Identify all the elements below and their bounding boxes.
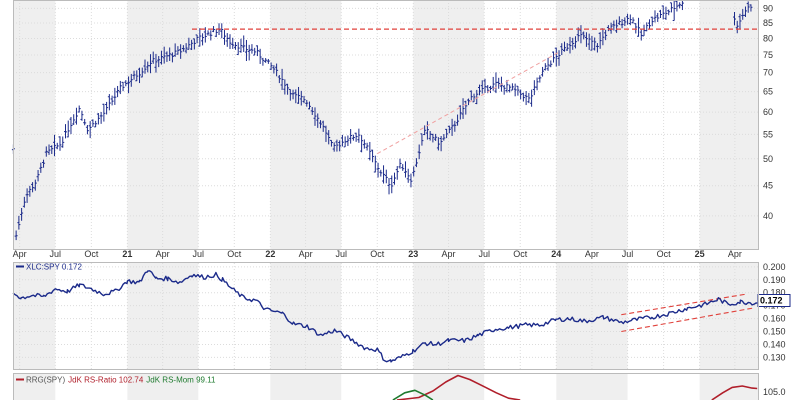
ratio-channel	[621, 293, 753, 333]
shade-band	[13, 373, 56, 400]
price-y-tick-label: 55	[763, 129, 773, 139]
shade-band	[699, 373, 758, 400]
x-tick-label: Jul	[193, 249, 205, 259]
rrg-legend-label: RRG(SPY) JdK RS-Ratio 102.74 JdK RS-Mom 99…	[26, 376, 216, 385]
price-y-tick-label: 85	[763, 18, 773, 28]
x-tick-label: Jul	[50, 249, 62, 259]
ratio-series-line	[12, 270, 758, 363]
rrg-y-tick-label: 105.0	[763, 387, 786, 397]
shade-band	[13, 263, 56, 369]
ratio-panel-border	[13, 262, 759, 370]
ratio-panel: 0.2000.1900.1800.1700.1600.1500.1400.130…	[12, 262, 791, 369]
ratio-y-tick-label: 0.130	[763, 352, 786, 362]
price-y-tick-label: 60	[763, 107, 773, 117]
ratio-line	[12, 270, 758, 363]
channel-upper-line	[621, 293, 747, 316]
price-overlays	[192, 28, 758, 155]
date-x-axis: Apr Jul Oct 21 Apr Jul Oct 22 Apr Jul Oct 23 Apr Jul O…	[13, 249, 742, 259]
rrg-y-axis: 105.0	[763, 387, 786, 397]
x-tick-label: Apr	[13, 249, 27, 259]
rrg-panel: 105.0 RRG(SPY) JdK RS-Ratio 102.74 JdK RS-…	[13, 373, 786, 400]
price-y-tick-label: 70	[763, 68, 773, 78]
x-tick-label: Apr	[299, 249, 313, 259]
rrg-series-line	[711, 385, 758, 400]
ratio-y-tick-label: 0.180	[763, 288, 786, 298]
price-panel-border	[13, 0, 759, 250]
x-tick-label: Apr	[442, 249, 456, 259]
x-tick-label: 23	[408, 249, 418, 259]
rrg-series-line	[396, 374, 521, 400]
x-tick-label: Apr	[585, 249, 599, 259]
ratio-y-tick-label: 0.190	[763, 275, 786, 285]
rrg-series-line	[392, 389, 434, 400]
x-tick-label: Oct	[513, 249, 528, 259]
shade-band	[556, 373, 628, 400]
shade-band	[13, 0, 56, 250]
x-tick-label: Oct	[657, 249, 672, 259]
ratio-y-tick-label: 0.160	[763, 314, 786, 324]
ratio-y-tick-label: 0.140	[763, 339, 786, 349]
x-tick-label: Jul	[478, 249, 490, 259]
rrg-legend: RRG(SPY) JdK RS-Ratio 102.74 JdK RS-Mom 99…	[16, 376, 216, 385]
x-tick-label: 25	[695, 249, 705, 259]
shade-band	[127, 373, 199, 400]
channel-lower-line	[621, 307, 753, 333]
rrg-legend-prefix: RRG(SPY)	[26, 376, 65, 385]
price-y-tick-label: 80	[763, 34, 773, 44]
rrg-legend-momentum: JdK RS-Mom 99.11	[146, 376, 216, 385]
x-tick-label: Jul	[335, 249, 347, 259]
shade-band	[270, 0, 342, 250]
x-tick-label: Oct	[84, 249, 99, 259]
price-y-tick-label: 65	[763, 87, 773, 97]
rrg-panel-border	[13, 373, 759, 400]
x-tick-label: 22	[265, 249, 275, 259]
x-tick-label: Oct	[370, 249, 385, 259]
ratio-legend-label: XLC:SPY 0.172	[26, 263, 82, 272]
price-y-axis: 40 45 50 55 60 65 70 75 80 85 90	[763, 3, 773, 220]
last-value-label: 0.172	[760, 296, 783, 306]
ratio-gridlines	[13, 263, 758, 369]
x-tick-label: Apr	[156, 249, 170, 259]
price-panel: 40 45 50 55 60 65 70 75 80 85 90 Apr Jul Oct 21 Apr Jul…	[11, 0, 773, 259]
x-tick-label: 24	[551, 249, 561, 259]
shade-band	[270, 373, 342, 400]
price-panel-background	[13, 0, 758, 250]
price-y-tick-label: 40	[763, 211, 773, 221]
price-y-tick-label: 50	[763, 154, 773, 164]
shade-band	[413, 263, 485, 369]
x-tick-label: Apr	[728, 249, 742, 259]
rrg-lines	[392, 374, 758, 400]
shade-band	[127, 0, 199, 250]
price-bars	[11, 0, 753, 241]
ratio-legend: XLC:SPY 0.172	[16, 263, 82, 272]
x-tick-label: Jul	[622, 249, 634, 259]
shade-band	[270, 263, 342, 369]
price-y-tick-label: 90	[763, 3, 773, 13]
x-tick-label: 21	[122, 249, 132, 259]
price-y-tick-label: 45	[763, 181, 773, 191]
ratio-y-tick-label: 0.150	[763, 327, 786, 337]
ratio-y-tick-label: 0.200	[763, 262, 786, 272]
shade-band	[699, 0, 758, 250]
price-gridlines	[13, 0, 758, 250]
ratio-last-value: 0.172	[757, 294, 791, 307]
price-y-tick-label: 75	[763, 50, 773, 60]
x-tick-label: Oct	[227, 249, 242, 259]
price-shading	[13, 0, 758, 250]
shade-band	[413, 0, 485, 250]
shade-band	[556, 263, 628, 369]
rrg-legend-ratio: JdK RS-Ratio 102.74	[68, 376, 144, 385]
